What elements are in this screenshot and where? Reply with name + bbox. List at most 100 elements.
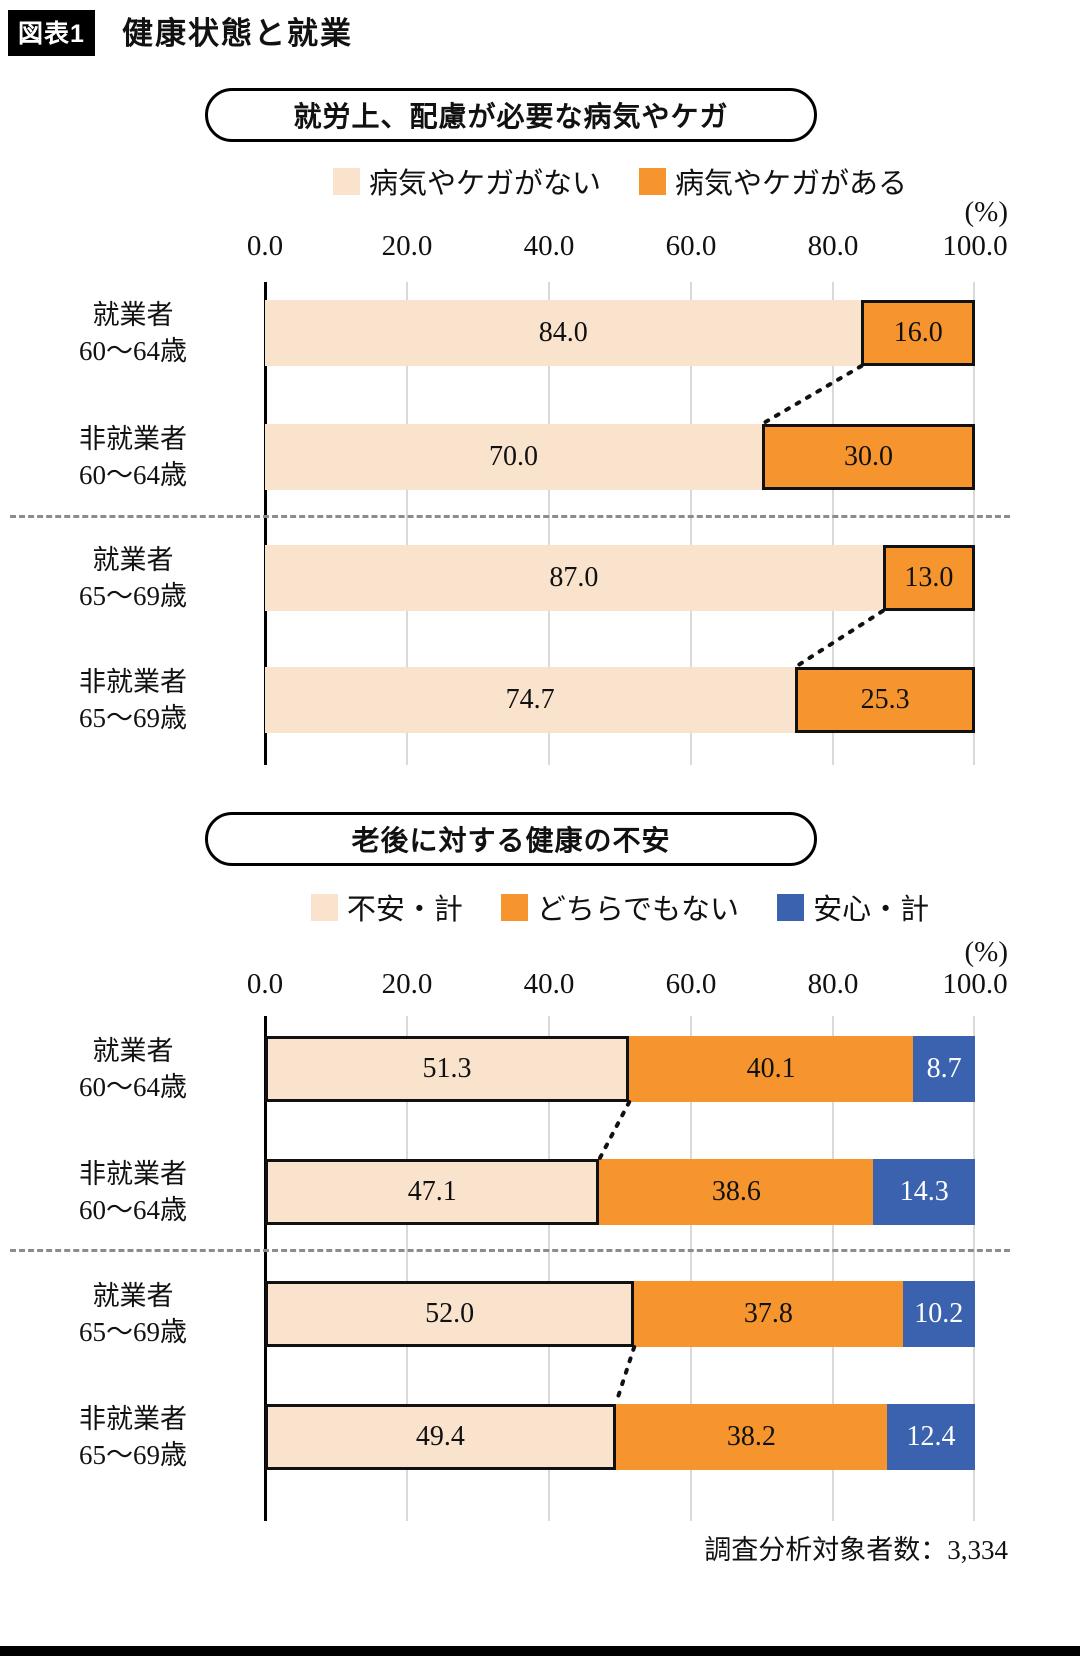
y-axis-line [264,1016,267,1521]
legend-label: どちらでもない [536,894,740,926]
gridline [548,1016,550,1521]
legend-item: 病気やケガがある [639,160,907,202]
legend-swatch-blue [777,893,805,921]
category-label: 非就業者 65〜69歳 [79,667,187,733]
chart1-legend: 病気やケガがない 病気やケガがある [265,160,975,202]
x-tick: 0.0 [246,230,284,262]
bar-segment: 37.8 [634,1281,903,1347]
bar-row: 52.0 37.8 10.2 [265,1281,975,1347]
bar-value: 70.0 [489,441,538,472]
gridline [832,1016,834,1521]
bar-segment: 8.7 [913,1036,975,1102]
category-label: 就業者 60〜64歳 [79,300,187,366]
bar-row: 49.4 38.2 12.4 [265,1404,975,1470]
x-tick: 80.0 [807,968,859,1000]
bar-value: 14.3 [899,1176,949,1207]
x-tick: 20.0 [381,230,433,262]
legend-label: 病気やケガがある [675,168,908,200]
bottom-rule [0,1646,1080,1656]
x-tick: 0.0 [246,968,284,1000]
gridline [406,1016,408,1521]
bar-segment: 10.2 [902,1281,975,1347]
legend-swatch-orange [639,167,666,195]
legend-swatch-cream [332,167,360,195]
bar-value: 12.4 [906,1421,956,1452]
age-group-divider [10,515,1010,518]
legend-label: 不安・計 [346,894,463,926]
bar-value: 25.3 [860,684,910,715]
bar-row: 47.1 38.6 14.3 [265,1159,975,1225]
bar-row: 87.0 13.0 [265,545,975,611]
chart1-title-pill: 就労上、配慮が必要な病気やケガ [205,88,817,142]
gridline [690,282,692,765]
bar-segment: 74.7 [265,667,796,733]
bar-segment: 12.4 [886,1404,975,1470]
bar-value: 10.2 [914,1298,964,1329]
bar-segment: 14.3 [873,1159,975,1225]
figure-tag: 図表1 [8,10,95,56]
age-group-divider [10,1249,1010,1252]
bar-value: 13.0 [904,562,954,593]
gridline [832,282,834,765]
bar-segment: 87.0 [265,545,883,611]
bar-segment: 25.3 [795,667,975,733]
legend-swatch-orange [500,893,528,921]
bar-segment: 38.6 [599,1159,874,1225]
bar-value: 38.2 [726,1421,776,1452]
bar-value: 8.7 [926,1053,962,1084]
legend-item: どちらでもない [500,886,740,928]
bar-value: 52.0 [425,1298,475,1329]
bar-value: 38.6 [711,1176,761,1207]
legend-label: 安心・計 [813,894,930,926]
bar-segment: 13.0 [882,545,975,611]
chart1-unit-label: (%) [964,196,1008,228]
x-tick: 100.0 [942,968,1008,1000]
chart2-plot-area: 51.3 40.1 8.7 47.1 38.6 14.3 52.0 37.8 1… [264,1016,975,1521]
chart2-title: 老後に対する健康の不安 [351,825,671,856]
x-tick: 40.0 [523,230,575,262]
bar-row: 70.0 30.0 [265,424,975,490]
chart2-unit-label: (%) [964,936,1008,968]
gridline [973,1016,975,1521]
chart2-title-pill: 老後に対する健康の不安 [205,812,817,866]
bar-row: 84.0 16.0 [265,300,975,366]
legend-item: 病気やケガがない [332,160,601,202]
bar-value: 30.0 [844,441,893,472]
bar-segment: 16.0 [861,300,975,366]
bar-value: 40.1 [746,1053,796,1084]
x-tick: 60.0 [665,230,717,262]
bar-row: 51.3 40.1 8.7 [265,1036,975,1102]
bar-value: 37.8 [743,1298,793,1329]
legend-label: 病気やケガがない [368,168,601,200]
category-label: 非就業者 65〜69歳 [79,1404,187,1470]
gridline [548,282,550,765]
page-title: 健康状態と就業 [122,16,353,51]
category-label: 就業者 65〜69歳 [79,545,187,611]
bar-segment: 70.0 [265,424,762,490]
x-tick: 100.0 [942,230,1008,262]
bar-value: 16.0 [893,317,943,348]
bar-segment: 38.2 [615,1404,887,1470]
chart1-title: 就労上、配慮が必要な病気やケガ [293,101,729,132]
legend-item: 不安・計 [310,886,463,928]
bar-segment: 84.0 [265,300,862,366]
chart2-legend: 不安・計 どちらでもない 安心・計 [265,886,975,928]
bar-value: 51.3 [422,1053,472,1084]
category-label: 就業者 65〜69歳 [79,1281,187,1347]
sample-size-note: 調査分析対象者数：3,334 [704,1535,1008,1565]
bar-segment: 52.0 [265,1281,635,1347]
bar-segment: 49.4 [265,1404,616,1470]
bar-value: 87.0 [549,562,599,593]
bar-segment: 51.3 [265,1036,629,1102]
gridline [690,1016,692,1521]
bar-segment: 30.0 [762,424,975,490]
bar-segment: 40.1 [628,1036,914,1102]
category-label: 就業者 60〜64歳 [79,1036,187,1102]
x-tick: 40.0 [523,968,575,1000]
category-label: 非就業者 60〜64歳 [79,1159,187,1225]
x-tick: 80.0 [807,230,859,262]
chart1-plot-area: 84.0 16.0 70.0 30.0 87.0 13.0 74.7 25.3 [264,282,975,765]
bar-value: 74.7 [505,684,555,715]
y-axis-line [264,282,267,765]
chart2-x-axis-ticks: 0.0 20.0 40.0 60.0 80.0 100.0 [247,968,1008,1002]
